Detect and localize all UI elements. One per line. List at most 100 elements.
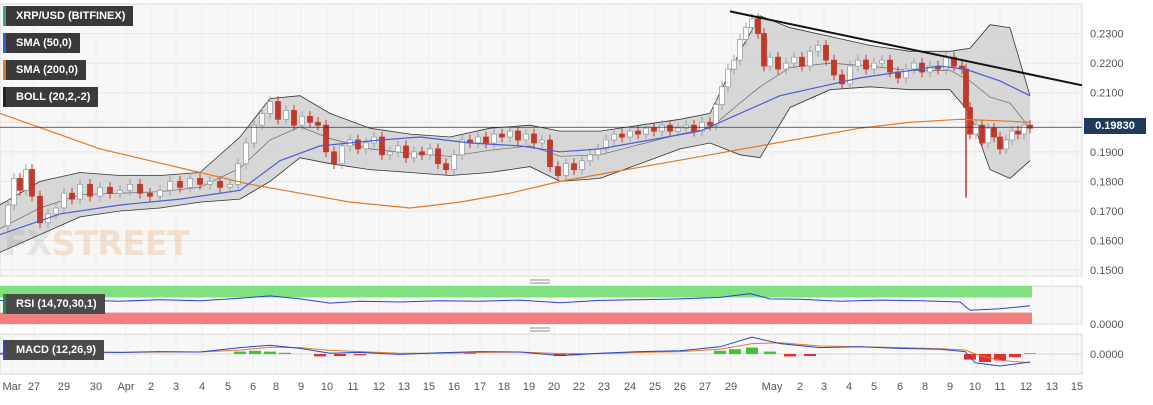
last-price-value: 0.19830 [1095,120,1135,132]
x-tick-label: 20 [548,381,560,393]
macd-histogram-bar [979,354,991,362]
candle-body [507,130,513,138]
candle-body [725,68,731,88]
macd-line [0,336,1031,367]
candle-body [635,130,641,135]
macd-histogram-bar [784,354,796,357]
candle-body [683,124,689,129]
macd-histogram-bar [464,352,476,354]
candle-body [491,133,497,144]
candle-body [659,124,665,132]
y-tick-label: 0.2200 [1090,58,1124,70]
macd-histogram-bar [729,349,741,354]
candle-body [991,127,997,138]
candle-body [403,145,409,159]
candle-body [499,133,505,138]
candle-body [147,192,153,197]
y-tick-label: 0.1700 [1090,206,1124,218]
candle-body [419,151,425,156]
candle-body [29,169,35,197]
legend-label-symbol: XRP/USD (BITFINEX) [16,10,126,22]
y-tick-label: 0.2300 [1090,29,1124,41]
candle-body [743,27,749,40]
legend-symbol[interactable]: XRP/USD (BITFINEX) [3,6,134,26]
x-tick-label: 3 [173,381,179,393]
candle-body [53,207,59,215]
macd-histogram-bar [804,354,816,356]
x-tick-label: 27 [699,381,711,393]
candle-body [435,148,441,165]
candle-body [531,133,537,144]
candle-body [427,148,433,156]
candle-body [315,121,321,126]
candle-body [459,139,465,156]
x-tick-label: 5 [871,381,877,393]
candle-body [903,68,909,79]
candle-body [61,192,67,209]
candle-body [197,178,203,185]
candle-body [291,110,297,126]
candle-body [331,151,337,165]
candle-body [483,136,489,144]
candle-body [815,44,821,52]
macd-histogram-bar [714,350,726,354]
candle-body [911,62,917,70]
x-tick-label: 2 [797,381,803,393]
legend-label-bollinger: BOLL (20,2,-2) [16,91,91,103]
candle-body [555,166,561,176]
candle-body [973,124,979,135]
candle-body [1027,124,1033,129]
candle-body [23,169,29,191]
candle-body [563,163,569,176]
x-tick-label: 23 [598,381,610,393]
x-tick-label: 6 [897,381,903,393]
candle-body [799,56,805,67]
candle-body [619,133,625,138]
rsi-y-tick-label: 0.0000 [1090,319,1124,331]
y-tick-label: 0.1900 [1090,147,1124,159]
macd-histogram-bar [554,354,566,356]
candle-body [127,183,133,191]
candle-body [963,68,969,108]
candle-body [283,110,289,120]
candle-body [251,124,257,144]
candle-body [775,56,781,70]
x-tick-label: May [762,381,783,393]
candle-body [107,186,113,194]
candle-body [217,180,223,188]
candle-body [719,86,725,105]
x-tick-label: 16 [448,381,460,393]
rsi-overbought-zone [0,286,1032,298]
candle-body [227,183,233,188]
candle-body [475,136,481,144]
candle-body [167,180,173,191]
candle-body [539,139,545,144]
legend-rsi[interactable]: RSI (14,70,30,1) [3,294,105,314]
candle-body [267,101,273,114]
candle-body [187,178,193,188]
candle-body [847,65,853,85]
candle-body [451,154,457,170]
legend-macd[interactable]: MACD (12,26,9) [3,340,105,360]
x-tick-label: Mar [3,381,22,393]
candle-body [5,204,11,227]
candle-body [69,192,75,200]
legend-sma200[interactable]: SMA (200,0) [3,60,86,80]
x-tick-label: 27 [28,381,40,393]
candle-body [919,62,925,73]
candle-body [37,195,43,224]
candle-body [713,104,719,126]
legend-bollinger[interactable]: BOLL (20,2,-2) [3,87,99,107]
rsi-oversold-zone [0,312,1032,324]
candle-body [761,33,767,67]
legend-sma50[interactable]: SMA (50,0) [3,33,80,53]
candle-body [823,44,829,61]
x-tick-label: 11 [994,381,1005,393]
candle-body [699,121,705,132]
candle-body [863,59,869,70]
candle-body [767,56,773,67]
candle-body [515,130,521,141]
x-tick-label: 29 [58,381,70,393]
candle-body [831,59,837,76]
